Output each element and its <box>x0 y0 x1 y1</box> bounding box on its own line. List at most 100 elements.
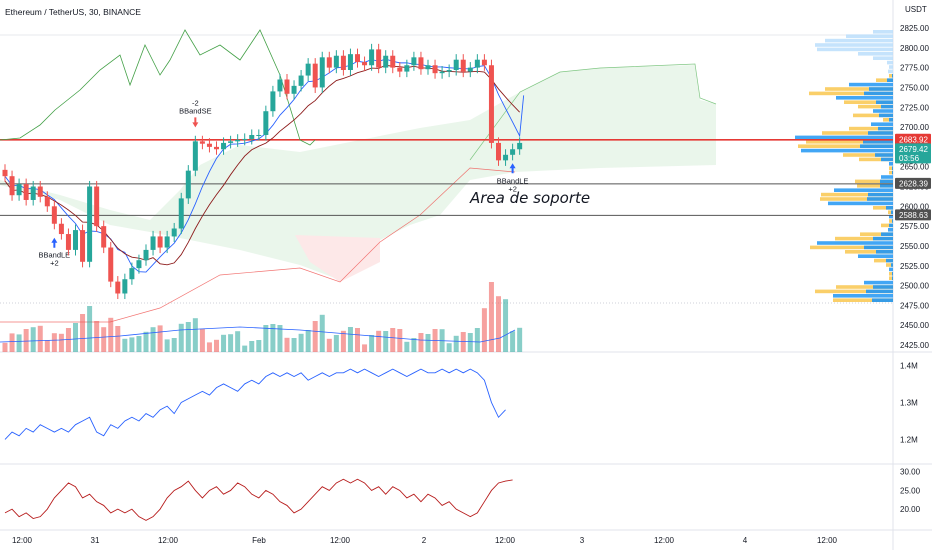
volume-profile-bar <box>886 258 893 263</box>
volume-profile-bar <box>889 65 893 69</box>
volume-bar <box>150 327 156 352</box>
volume-profile-bar <box>892 166 893 170</box>
time-axis-tick: 12:00 <box>817 536 838 545</box>
long-signal-arrow <box>51 237 58 248</box>
price-axis-tick: 2525.00 <box>900 262 929 271</box>
volume-profile-bar <box>892 272 893 276</box>
volume-profile-bar <box>878 126 893 131</box>
time-axis-tick: Feb <box>252 536 266 545</box>
volume-profile-bar <box>889 223 893 228</box>
volume-bar <box>425 334 431 352</box>
price-tag-value: 2679.42 <box>899 145 928 154</box>
candle-body <box>305 63 311 76</box>
candle-body <box>404 65 410 72</box>
candle-body <box>425 65 431 70</box>
volume-profile-bar <box>883 118 893 122</box>
candle-body <box>242 138 248 140</box>
volume-bar <box>164 339 170 352</box>
volume-profile-bar <box>836 96 893 100</box>
volume-bar <box>235 331 241 352</box>
price-axis-tick: 2750.00 <box>900 83 929 92</box>
volume-bar <box>355 328 360 352</box>
volume-profile-bar <box>892 219 893 223</box>
volume-bar <box>362 344 368 352</box>
candle-body <box>228 141 234 143</box>
signal-label: BBandSE <box>179 106 212 115</box>
volume-profile-bar <box>858 254 893 258</box>
volume-bar <box>16 334 22 352</box>
candle-body <box>16 184 22 196</box>
volume-profile-bar <box>853 113 893 118</box>
volume-bar <box>80 314 86 352</box>
candle-body <box>347 54 353 71</box>
volume-bar <box>263 325 269 352</box>
volume-bar <box>51 333 57 352</box>
volume-profile-bar <box>875 153 893 157</box>
long-signal-arrow <box>509 163 516 174</box>
price-tag <box>895 177 931 189</box>
volume-profile-bar <box>886 263 893 267</box>
price-axis-tick: 2800.00 <box>900 44 929 53</box>
time-axis-tick: 2 <box>422 536 427 545</box>
volume-profile-bar <box>828 201 893 206</box>
volume-bar <box>249 341 255 352</box>
candle-body <box>390 55 396 68</box>
volume-profile-bar <box>835 236 893 241</box>
signal-label: BBandLE <box>497 176 529 185</box>
volume-bar <box>101 327 107 352</box>
volume-profile-bar <box>889 214 893 219</box>
volume-bar <box>496 296 501 352</box>
volume-bar <box>277 325 283 352</box>
candle-body <box>355 54 360 63</box>
volume-bar <box>256 340 262 352</box>
candle-body <box>453 59 459 71</box>
candle-body <box>235 139 241 142</box>
signal-count: -2 <box>192 98 199 107</box>
price-tag-value: 2628.39 <box>899 179 928 188</box>
rsi-axis-tick: 25.00 <box>900 486 921 495</box>
price-axis-tick: 2500.00 <box>900 282 929 291</box>
price-axis-tick: 2600.00 <box>900 202 929 211</box>
volume-profile-bar <box>863 140 893 144</box>
candle-body <box>432 65 438 74</box>
candle-body <box>333 55 339 68</box>
volume-profile-bar <box>798 144 893 148</box>
volume-bar <box>397 329 403 352</box>
candle-body <box>446 70 452 72</box>
volume-profile-bar <box>868 192 893 197</box>
obv-line <box>4 368 506 440</box>
candle-body <box>383 55 389 68</box>
candle-body <box>474 59 480 68</box>
candle-body <box>326 57 332 68</box>
volume-bar <box>23 329 29 352</box>
price-axis-tick: 2725.00 <box>900 103 929 112</box>
volume-profile-bar <box>864 280 893 285</box>
candle-body <box>94 186 100 227</box>
time-axis-tick: 12:00 <box>654 536 675 545</box>
volume-bar <box>376 330 382 352</box>
volume-profile-bar <box>833 298 893 302</box>
volume-bar <box>206 342 212 352</box>
volume-profile-bar <box>846 34 893 38</box>
candle-body <box>178 198 184 229</box>
volume-bar <box>333 335 339 352</box>
volume-profile-bar <box>825 38 893 43</box>
volume-profile-bar <box>834 188 893 192</box>
candle-body <box>284 79 290 94</box>
volume-bar <box>390 328 396 352</box>
volume-profile-bar <box>820 197 893 201</box>
volume-bar <box>312 321 318 352</box>
candle-body <box>249 134 255 139</box>
volume-profile-bar <box>869 87 893 91</box>
volume-profile-bar <box>881 104 893 109</box>
volume-profile-bar <box>889 272 893 276</box>
volume-profile-bar <box>810 245 893 250</box>
candle-body <box>277 79 283 92</box>
volume-profile-bar <box>866 289 893 294</box>
volume-profile-bar <box>891 210 893 214</box>
volume-profile-bar <box>889 276 893 280</box>
cloud-upper-edge <box>469 63 717 161</box>
candle-body <box>44 196 50 207</box>
volume-profile-bar <box>817 47 893 52</box>
